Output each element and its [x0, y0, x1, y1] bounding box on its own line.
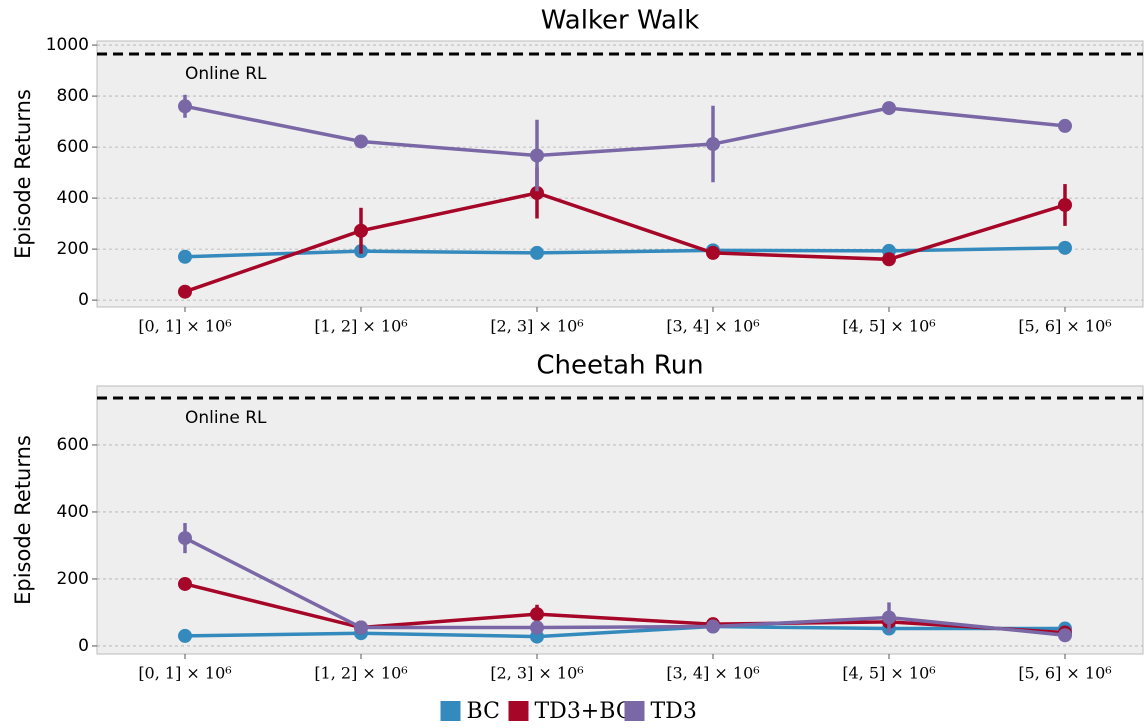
data-point: [530, 620, 544, 635]
data-point: [178, 576, 192, 591]
data-point: [178, 531, 192, 546]
data-point: [1058, 628, 1072, 643]
legend-swatch: [624, 701, 645, 721]
x-tick-label: [2, 3] × 10⁶: [490, 317, 583, 336]
y-tick-label: 600: [57, 137, 89, 157]
x-tick-label: [3, 4] × 10⁶: [666, 317, 759, 336]
data-point: [530, 186, 544, 200]
reference-label: Online RL: [185, 64, 267, 84]
legend-label: TD3: [651, 699, 697, 724]
series-line: [184, 624, 1065, 639]
data-point: [530, 607, 544, 622]
x-tick-label: [4, 5] × 10⁶: [842, 664, 935, 683]
y-axis-label: Episode Returns: [11, 89, 35, 259]
data-point: [1058, 197, 1072, 212]
data-point: [706, 619, 720, 634]
y-tick-label: 1000: [46, 35, 89, 55]
legend-label: BC: [467, 699, 500, 724]
y-tick-label: 0: [78, 290, 89, 310]
x-tick-label: [3, 4] × 10⁶: [666, 664, 759, 683]
reference-label: Online RL: [185, 408, 267, 428]
x-tick-label: [0, 1] × 10⁶: [138, 317, 231, 336]
data-point: [530, 245, 544, 260]
y-tick-label: 600: [57, 435, 89, 455]
series-line: [184, 582, 1066, 635]
x-tick-label: [4, 5] × 10⁶: [842, 317, 935, 336]
data-point: [1058, 240, 1072, 255]
plot-area: [96, 385, 1144, 655]
y-axis-label: Episode Returns: [11, 435, 35, 605]
x-tick-label: [2, 3] × 10⁶: [490, 664, 583, 683]
data-point: [882, 252, 896, 267]
series-line: [184, 104, 1066, 158]
data-point: [530, 148, 544, 163]
y-tick-label: 200: [57, 569, 89, 589]
data-point: [354, 134, 368, 149]
data-point: [882, 101, 896, 116]
y-tick-label: 0: [78, 636, 89, 656]
x-tick-label: [1, 2] × 10⁶: [314, 664, 407, 683]
data-point: [706, 245, 720, 260]
series-line: [184, 536, 1066, 637]
y-tick-label: 400: [57, 502, 89, 522]
data-point: [354, 620, 368, 635]
legend-swatch: [508, 701, 529, 721]
x-tick-label: [0, 1] × 10⁶: [138, 664, 231, 683]
data-point: [1058, 118, 1072, 133]
data-point: [706, 137, 720, 152]
chart-title: Cheetah Run: [536, 351, 703, 381]
data-point: [178, 284, 192, 299]
x-tick-label: [1, 2] × 10⁶: [314, 317, 407, 336]
legend-swatch: [440, 701, 461, 721]
x-tick-label: [5, 6] × 10⁶: [1018, 664, 1111, 683]
x-tick-label: [5, 6] × 10⁶: [1018, 317, 1111, 336]
data-point: [178, 628, 192, 643]
data-point: [178, 249, 192, 264]
y-tick-label: 400: [57, 188, 89, 208]
data-point: [178, 99, 192, 114]
y-tick-label: 800: [57, 86, 89, 106]
data-point: [882, 610, 896, 625]
y-tick-label: 200: [57, 239, 89, 259]
data-point: [354, 223, 368, 238]
series-line: [184, 191, 1066, 294]
chart-title: Walker Walk: [541, 6, 700, 36]
legend-label: TD3+BC: [535, 699, 633, 724]
